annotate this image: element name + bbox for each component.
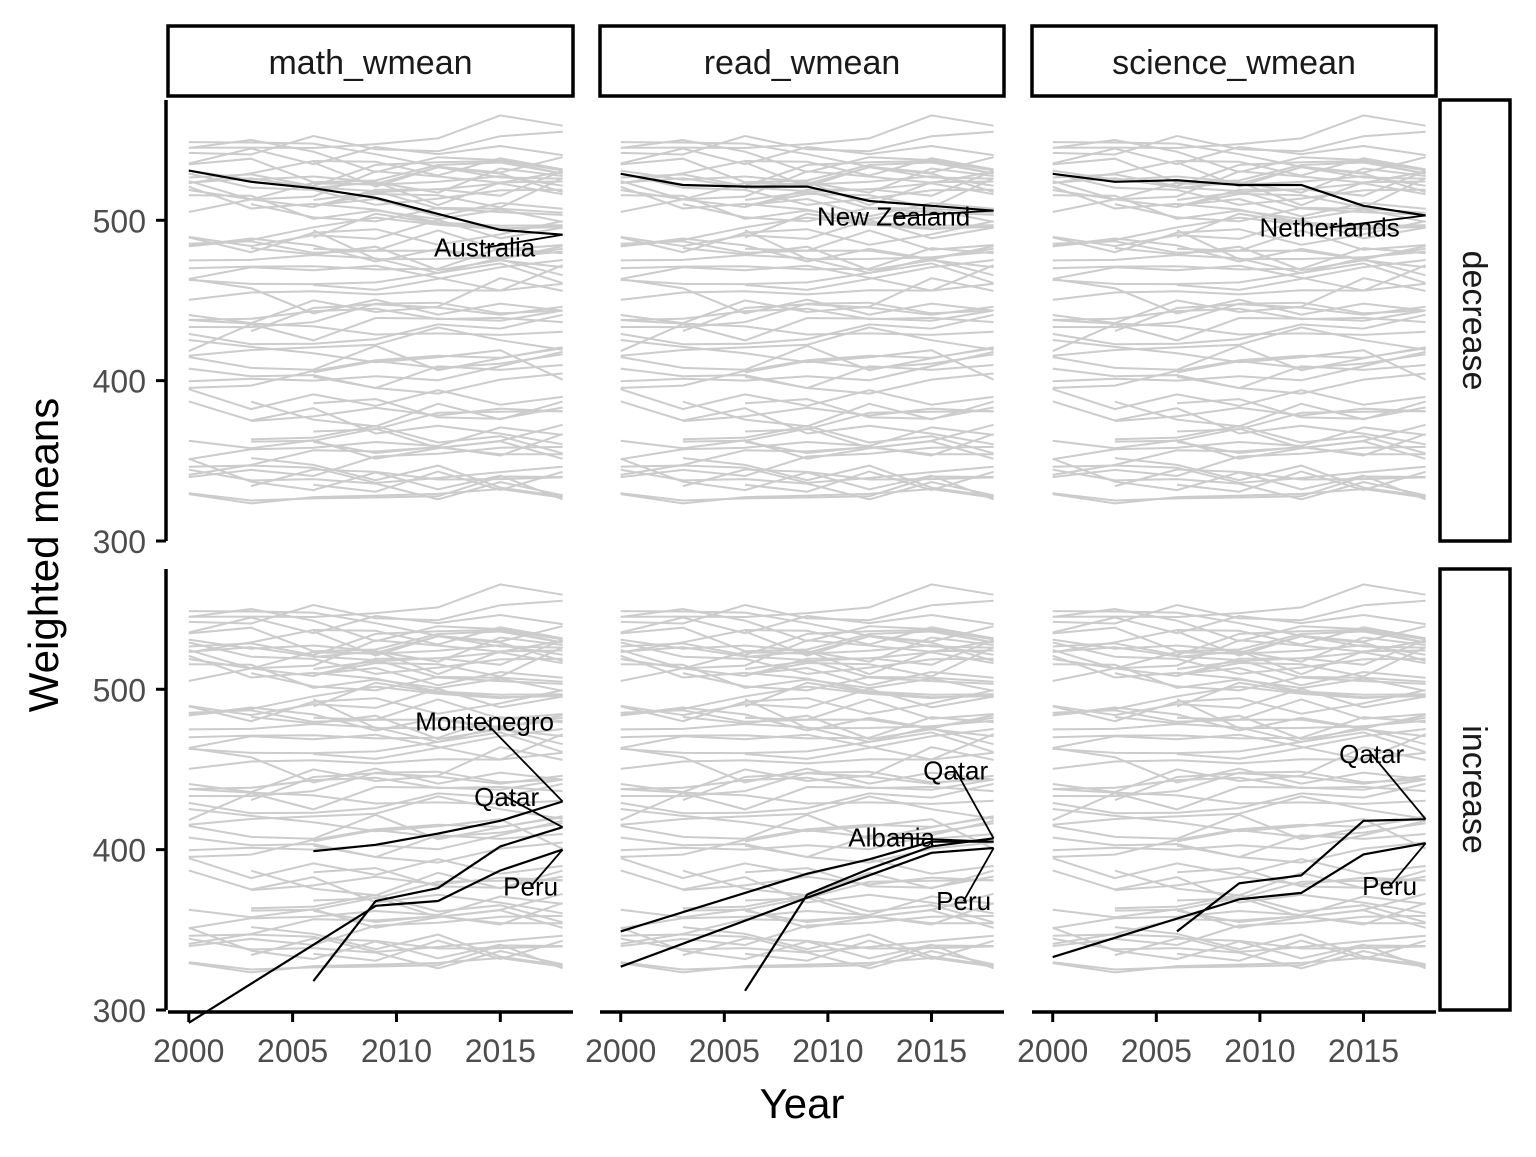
background-series-line [621, 346, 994, 370]
background-series-line [189, 327, 563, 355]
series-label-text: Peru [503, 872, 558, 902]
y-tick-label: 300 [93, 993, 146, 1029]
series-label-text: Qatar [1339, 739, 1404, 769]
background-series-line [621, 327, 994, 355]
background-series-line [1053, 278, 1426, 323]
x-tick-label: 2005 [1121, 1033, 1192, 1069]
background-series-line [1053, 346, 1426, 370]
series-label-text: Peru [1362, 871, 1417, 901]
series-label-text: Peru [936, 886, 991, 916]
facet-strip-label: science_wmean [1112, 44, 1356, 82]
y-tick-label: 500 [93, 203, 146, 239]
facet-strip-label: decrease [1455, 251, 1493, 391]
background-series-line [1177, 260, 1426, 290]
series-label-text: Qatar [923, 755, 988, 785]
background-series-line [1053, 284, 1426, 300]
series-label-text: Australia [434, 233, 536, 263]
facet-strip-label: read_wmean [704, 44, 901, 82]
panel-math_wmean-decrease: Australia [189, 115, 563, 503]
x-tick-label: 2000 [1017, 1033, 1088, 1069]
background-series-line [1115, 402, 1426, 427]
x-tick-label: 2005 [689, 1033, 760, 1069]
background-series-line [189, 753, 563, 769]
panel-read_wmean-increase: Qatar Albania Peru [621, 584, 994, 990]
series-label-text: Qatar [474, 782, 539, 812]
panel-science_wmean-increase: Qatar Peru [1053, 584, 1426, 972]
x-tick-label: 2015 [465, 1033, 536, 1069]
background-series-line [1053, 815, 1426, 839]
background-series-line [189, 278, 563, 323]
background-series-line [1053, 327, 1426, 355]
background-series-line [621, 284, 994, 300]
x-axis-title: Year [760, 1080, 845, 1127]
y-tick-label: 300 [93, 524, 146, 560]
x-tick-label: 2010 [361, 1033, 432, 1069]
y-axis-title: Weighted means [20, 398, 67, 712]
series-label: Peru [503, 850, 562, 902]
facet-strip-math_wmean: math_wmean [168, 26, 573, 96]
series-label-text: Albania [848, 823, 935, 853]
x-tick-label: 2010 [792, 1033, 863, 1069]
x-tick-label: 2005 [257, 1033, 328, 1069]
panel-read_wmean-decrease: New Zealand [621, 115, 994, 503]
background-series-line [621, 815, 994, 839]
y-tick-label: 400 [93, 364, 146, 400]
panel-science_wmean-decrease: Netherlands [1053, 115, 1426, 503]
y-axis-increase: 300 400 500 [93, 569, 166, 1029]
background-series-line [621, 278, 994, 323]
x-tick-label: 2000 [153, 1033, 224, 1069]
background-series-line [683, 402, 994, 427]
x-axis-math_wmean: 2000 2005 2010 2015 [153, 1012, 573, 1069]
facet-strip-decrease: decrease [1440, 100, 1510, 541]
background-series-line [251, 402, 562, 427]
background-series-line [621, 796, 994, 824]
background-series-line [313, 260, 562, 290]
x-axis-read_wmean: 2000 2005 2010 2015 [585, 1012, 1004, 1069]
y-axis-decrease: 300 400 500 [93, 100, 166, 560]
facet-strip-science_wmean: science_wmean [1032, 26, 1436, 96]
series-label-text: Montenegro [415, 707, 554, 737]
facet-strip-label: increase [1455, 725, 1493, 854]
background-series-line [745, 729, 994, 759]
y-tick-label: 500 [93, 672, 146, 708]
series-label: Australia [434, 233, 563, 263]
series-label: New Zealand [817, 202, 994, 232]
x-tick-label: 2015 [896, 1033, 967, 1069]
x-tick-label: 2010 [1224, 1033, 1295, 1069]
facet-strip-read_wmean: read_wmean [600, 26, 1004, 96]
background-series-line [189, 284, 563, 300]
x-tick-label: 2000 [585, 1033, 656, 1069]
series-label-text: Netherlands [1260, 212, 1400, 242]
background-series-line [745, 260, 994, 290]
series-label-text: New Zealand [817, 202, 970, 232]
y-tick-label: 400 [93, 833, 146, 869]
x-tick-label: 2015 [1328, 1033, 1399, 1069]
panel-area: Australia New Zealand Netherlands Montenegr… [189, 115, 1426, 1022]
panel-math_wmean-increase: Montenegro Qatar Peru [189, 584, 563, 1022]
x-axis-science_wmean: 2000 2005 2010 2015 [1017, 1012, 1436, 1069]
facet-strip-label: math_wmean [268, 44, 472, 82]
facet-strip-increase: increase [1440, 569, 1510, 1010]
background-series-line [189, 346, 563, 370]
